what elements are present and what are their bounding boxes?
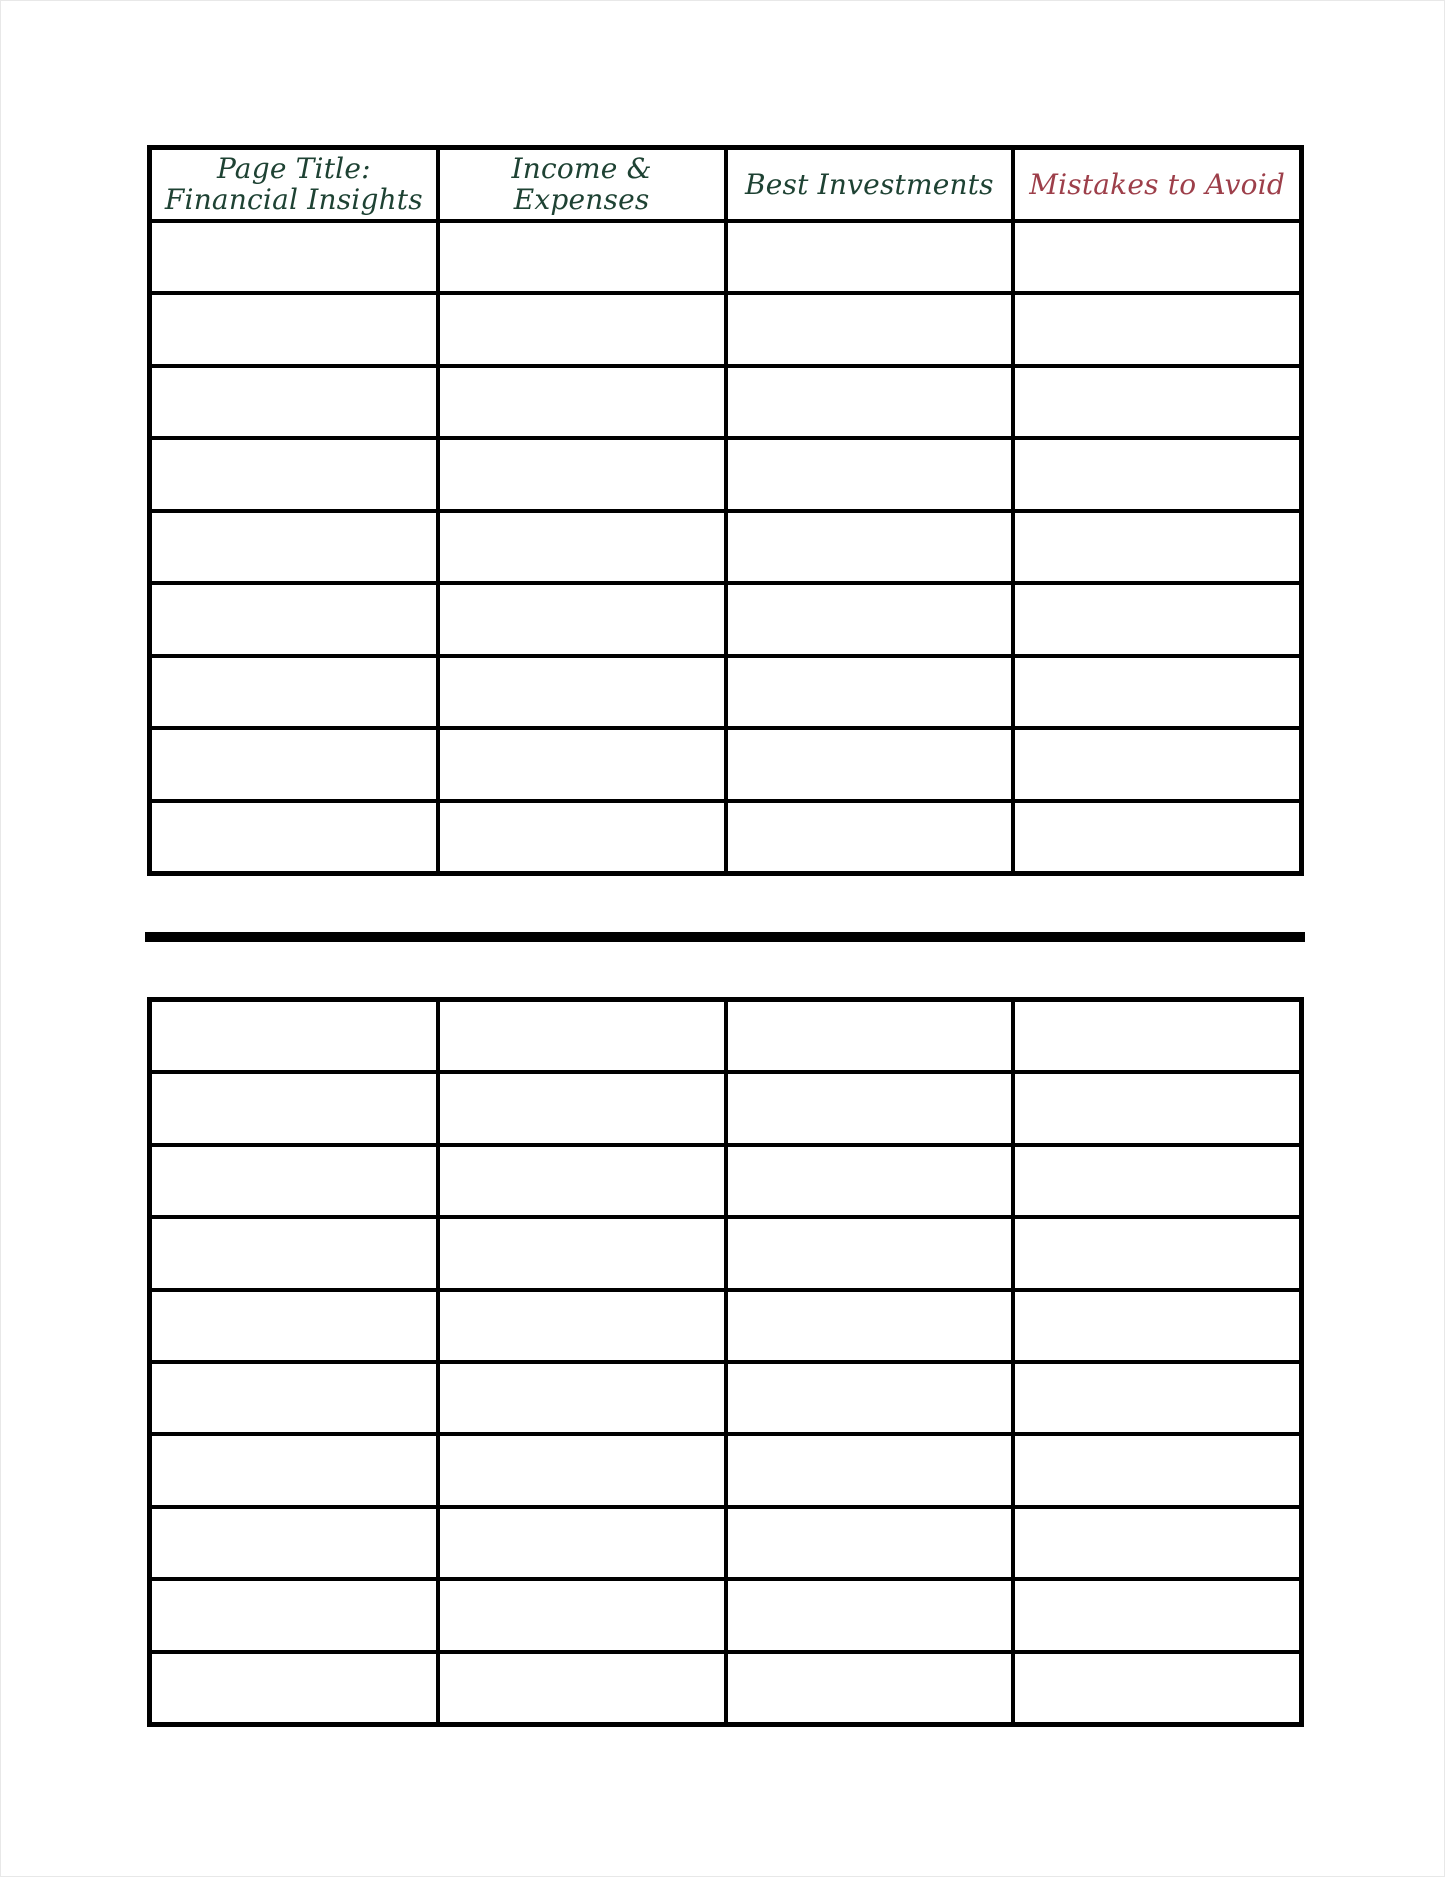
empty-cell [152, 440, 436, 509]
empty-cell [727, 512, 1012, 581]
empty-cell [152, 295, 436, 364]
financial-insights-table: Page Title: Financial Insights Income & … [147, 145, 1304, 876]
empty-cell [439, 1508, 724, 1578]
empty-cell [1015, 1074, 1299, 1143]
empty-cell [1015, 802, 1299, 871]
empty-cell [727, 1508, 1012, 1578]
empty-cell [439, 1146, 724, 1216]
section-divider [145, 932, 1305, 942]
empty-cell [727, 1364, 1012, 1433]
empty-cell [1015, 440, 1299, 509]
empty-cell [439, 730, 724, 799]
header-cell-mistakes-to-avoid: Mistakes to Avoid [1015, 150, 1299, 219]
empty-cell [439, 1219, 724, 1288]
empty-cell [1015, 585, 1299, 654]
empty-cell [727, 802, 1012, 871]
empty-cell [439, 802, 724, 871]
header-cell-page-title: Page Title: Financial Insights [152, 150, 436, 219]
empty-cell [152, 1653, 436, 1722]
empty-cell [152, 1508, 436, 1578]
empty-cell [1015, 1146, 1299, 1216]
empty-cell [152, 657, 436, 726]
empty-cell [727, 585, 1012, 654]
empty-cell [1015, 1436, 1299, 1505]
empty-cell [1015, 730, 1299, 799]
empty-cell [727, 1291, 1012, 1360]
empty-cell [152, 1436, 436, 1505]
empty-cell [439, 222, 724, 291]
empty-cell [439, 512, 724, 581]
empty-cell [439, 1074, 724, 1143]
empty-cell [727, 440, 1012, 509]
empty-cell [1015, 512, 1299, 581]
empty-cell [439, 1436, 724, 1505]
empty-cell [439, 295, 724, 364]
empty-cell [439, 367, 724, 436]
empty-cell [439, 1653, 724, 1722]
empty-cell [727, 1436, 1012, 1505]
empty-cell [439, 1581, 724, 1650]
empty-cell [152, 222, 436, 291]
empty-cell [439, 1364, 724, 1433]
empty-cell [1015, 1581, 1299, 1650]
empty-cell [1015, 1219, 1299, 1288]
empty-cell [439, 1002, 724, 1071]
empty-cell [727, 1219, 1012, 1288]
empty-cell [152, 1581, 436, 1650]
empty-cell [1015, 295, 1299, 364]
empty-cell [152, 512, 436, 581]
empty-cell [727, 730, 1012, 799]
empty-cell [1015, 1364, 1299, 1433]
empty-cell [727, 1653, 1012, 1722]
empty-cell [439, 1291, 724, 1360]
empty-cell [439, 585, 724, 654]
empty-cell [727, 1002, 1012, 1071]
empty-cell [152, 730, 436, 799]
empty-cell [1015, 1508, 1299, 1578]
empty-cell [1015, 1653, 1299, 1722]
empty-cell [152, 1074, 436, 1143]
empty-cell [727, 1074, 1012, 1143]
empty-cell [152, 1364, 436, 1433]
empty-cell [439, 440, 724, 509]
empty-cell [152, 367, 436, 436]
header-cell-best-investments: Best Investments [727, 150, 1012, 219]
empty-cell [1015, 367, 1299, 436]
empty-cell [152, 1146, 436, 1216]
empty-cell [727, 657, 1012, 726]
empty-cell [439, 657, 724, 726]
empty-cell [727, 1146, 1012, 1216]
header-cell-income-expenses: Income & Expenses [439, 150, 724, 219]
empty-cell [727, 1581, 1012, 1650]
empty-cell [727, 367, 1012, 436]
empty-cell [1015, 657, 1299, 726]
empty-cell [152, 1291, 436, 1360]
continuation-table [147, 997, 1304, 1727]
empty-cell [1015, 1002, 1299, 1071]
empty-cell [1015, 222, 1299, 291]
empty-cell [727, 222, 1012, 291]
empty-cell [152, 1002, 436, 1071]
empty-cell [152, 585, 436, 654]
empty-cell [152, 1219, 436, 1288]
empty-cell [1015, 1291, 1299, 1360]
empty-cell [727, 295, 1012, 364]
empty-cell [152, 802, 436, 871]
